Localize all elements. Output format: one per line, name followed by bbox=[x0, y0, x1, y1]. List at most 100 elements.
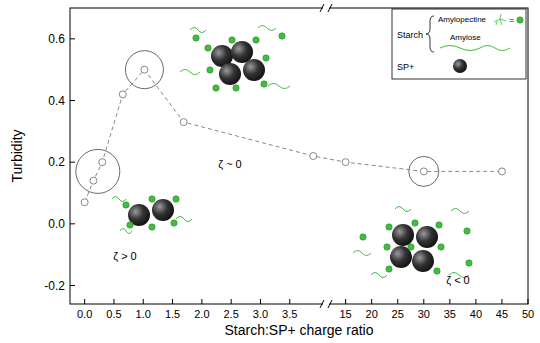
amylopectine-dot bbox=[173, 196, 179, 202]
amylopectine-dot bbox=[233, 85, 239, 91]
x-tick-label: 20 bbox=[366, 308, 378, 320]
amylopectine-dot bbox=[123, 202, 129, 208]
axis-break bbox=[320, 4, 324, 12]
amylopectine-dot bbox=[193, 35, 199, 41]
data-line bbox=[85, 70, 502, 203]
amylopectine-dot bbox=[149, 224, 155, 230]
data-point bbox=[342, 159, 349, 166]
x-tick bbox=[528, 299, 529, 304]
y-tick bbox=[70, 223, 75, 224]
amylose-chain bbox=[112, 197, 126, 202]
x-tick bbox=[397, 299, 398, 304]
axis-break-gap bbox=[323, 5, 329, 11]
x-tick bbox=[449, 299, 450, 304]
y-tick bbox=[70, 162, 75, 163]
data-point bbox=[180, 119, 187, 126]
y-axis-title: Turbidity bbox=[9, 129, 25, 182]
inset-frame bbox=[392, 9, 526, 79]
x-axis-title: Starch:SP+ charge ratio bbox=[224, 322, 373, 338]
illustrations bbox=[76, 26, 472, 278]
x-tick-label: 0.0 bbox=[77, 308, 92, 320]
y-tick-label: 0.2 bbox=[48, 155, 65, 169]
data-point bbox=[90, 177, 97, 184]
amylopectine-dot bbox=[466, 260, 472, 266]
y-tick bbox=[70, 38, 75, 39]
y-tick-label: -0.2 bbox=[44, 279, 65, 293]
amylose-chain bbox=[371, 273, 387, 278]
x-tick-label: 30 bbox=[418, 308, 430, 320]
x-tick-label: 2.5 bbox=[224, 308, 239, 320]
amylopectine-dot bbox=[438, 244, 444, 250]
amylose-chain bbox=[480, 46, 510, 51]
data-point bbox=[498, 168, 505, 175]
amylopectine-dot bbox=[213, 85, 219, 91]
data-point bbox=[119, 91, 126, 98]
amylopectine-dot bbox=[436, 222, 442, 228]
x-tick-label: 3.5 bbox=[282, 308, 297, 320]
amylose-chain bbox=[353, 251, 371, 256]
x-tick-label: 50 bbox=[522, 308, 534, 320]
x-tick bbox=[231, 299, 232, 304]
amylopectine-dot bbox=[464, 228, 470, 234]
axis-break bbox=[328, 4, 332, 12]
inset-symbol: = bbox=[509, 15, 514, 25]
amylopectine-dot bbox=[408, 244, 414, 250]
x-tick-label: 25 bbox=[392, 308, 404, 320]
amylopectine-dot bbox=[386, 224, 392, 230]
amylose-chain bbox=[258, 26, 276, 31]
sp-particle bbox=[243, 59, 265, 81]
highlight-circle bbox=[125, 51, 163, 89]
x-tick bbox=[172, 299, 173, 304]
x-tick-label: 0.5 bbox=[106, 308, 121, 320]
amylopectine-icon bbox=[494, 14, 506, 25]
sp-particle bbox=[412, 250, 434, 272]
particle-cluster bbox=[180, 26, 290, 92]
x-tick bbox=[423, 299, 424, 304]
amylopectine-dot bbox=[261, 81, 267, 87]
amylose-chain bbox=[190, 28, 206, 33]
particle-cluster bbox=[112, 196, 192, 234]
x-tick-label: 2.0 bbox=[194, 308, 209, 320]
x-tick bbox=[201, 299, 202, 304]
inset-item: Amylopectine bbox=[438, 15, 487, 24]
data-point bbox=[310, 153, 317, 160]
amylose-chain bbox=[440, 46, 480, 51]
amylose-chain bbox=[395, 207, 411, 212]
inset-item: Amylose bbox=[450, 33, 481, 42]
amylopectine-dot bbox=[434, 268, 440, 274]
y-tick bbox=[70, 285, 75, 286]
inset-legend: StarchAmylopectine=AmyloseSP+ bbox=[392, 9, 526, 79]
y-tick bbox=[70, 100, 75, 101]
axis-break bbox=[328, 300, 332, 308]
x-tick-label: 35 bbox=[444, 308, 456, 320]
particle-cluster bbox=[353, 207, 472, 278]
amylopectine-dot bbox=[149, 196, 155, 202]
x-tick bbox=[84, 299, 85, 304]
amylopectine-dot bbox=[279, 33, 285, 39]
x-tick bbox=[289, 299, 290, 304]
chart: 0.00.51.01.52.02.53.03.51520253035404550… bbox=[0, 0, 540, 343]
x-tick bbox=[371, 299, 372, 304]
sp-particle bbox=[219, 63, 241, 85]
inset-item: SP+ bbox=[397, 62, 414, 72]
data-point bbox=[99, 159, 106, 166]
sp-particle bbox=[231, 41, 253, 63]
amylopectine-dot bbox=[205, 45, 211, 51]
y-tick-label: 0.4 bbox=[48, 94, 65, 108]
x-tick bbox=[260, 299, 261, 304]
x-tick-label: 3.0 bbox=[253, 308, 268, 320]
amylopectine-dot bbox=[127, 222, 133, 228]
y-tick-label: 0.6 bbox=[48, 32, 65, 46]
amylose-chain bbox=[176, 217, 192, 222]
plot-area bbox=[81, 66, 505, 206]
axis-break-gap bbox=[323, 301, 329, 307]
data-point bbox=[141, 66, 148, 73]
amylopectine-dot bbox=[207, 67, 213, 73]
data-point bbox=[81, 199, 88, 206]
amylopectine-dot bbox=[517, 17, 523, 23]
x-tick bbox=[113, 299, 114, 304]
sp-particle bbox=[392, 224, 414, 246]
amylopectine-dot bbox=[263, 55, 269, 61]
annotation: ζ ~ 0 bbox=[218, 158, 242, 170]
amylose-chain bbox=[268, 84, 290, 89]
